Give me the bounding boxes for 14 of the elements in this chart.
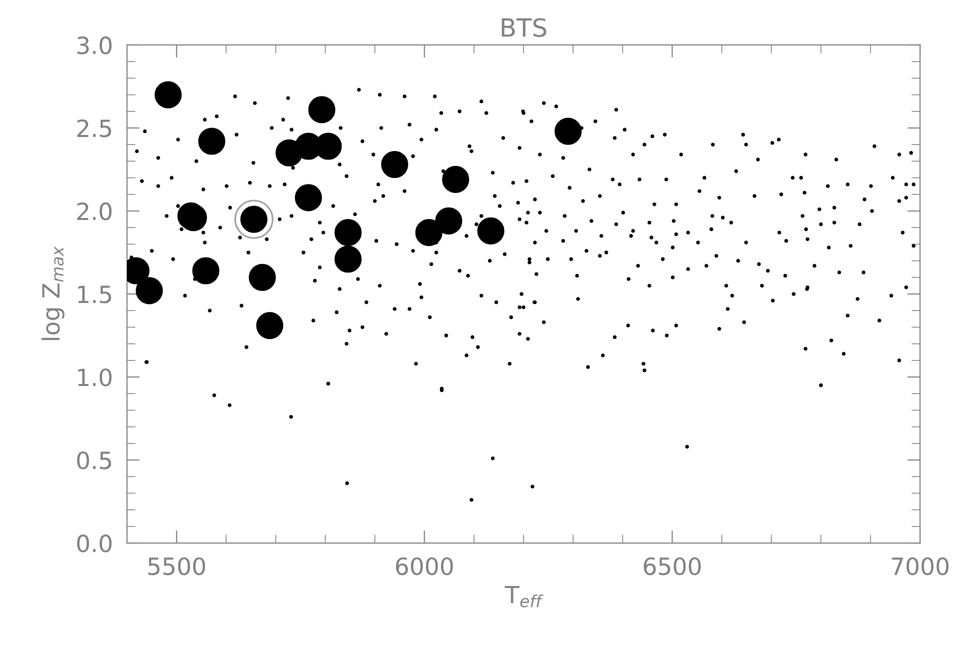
y-tick-label: 3.0 — [77, 36, 112, 54]
y-axis-title: log Z$_{max}$ — [42, 246, 64, 340]
x-tick-label: 6500 — [644, 557, 701, 576]
chart-title: BTS — [502, 18, 546, 37]
y-tick-label: 2.5 — [77, 119, 112, 138]
y-tick-label: 2.0 — [77, 202, 112, 220]
y-tick-label: 0.5 — [77, 451, 112, 470]
x-axis-title: T$_{eff}$ — [504, 586, 544, 608]
y-tick-label: 1.0 — [78, 368, 112, 386]
x-tick-label: 6000 — [396, 557, 453, 576]
y-tick-label: 1.5 — [78, 286, 112, 304]
x-tick-label: 5500 — [148, 557, 206, 576]
x-tick-label: 7000 — [892, 557, 949, 576]
y-tick-label: 0.0 — [77, 534, 112, 552]
